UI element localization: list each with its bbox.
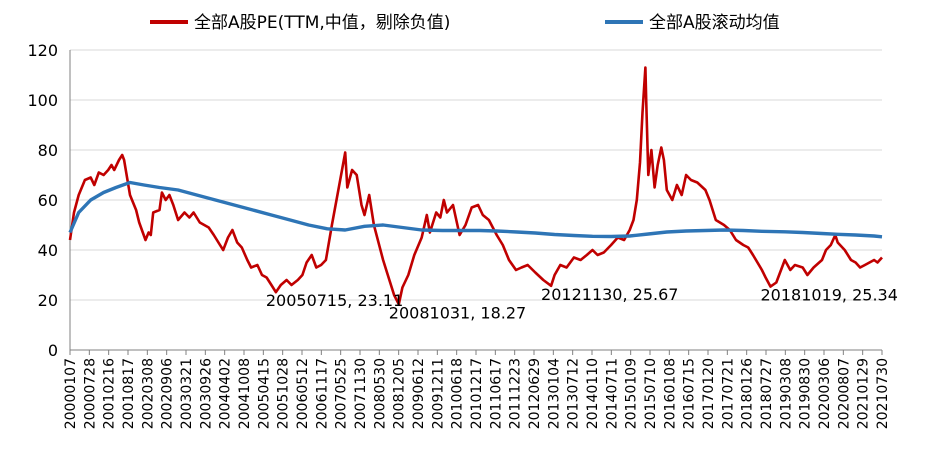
x-tick-label: 20041008 xyxy=(237,358,253,429)
y-tick-label: 20 xyxy=(38,291,58,310)
x-tick-label: 20060512 xyxy=(295,358,311,429)
x-tick-label: 20071130 xyxy=(353,358,369,429)
x-tick-label: 20200807 xyxy=(836,358,852,429)
x-tick-label: 20020308 xyxy=(140,358,156,429)
x-tick-label: 20030926 xyxy=(198,358,214,429)
x-tick-label: 20170120 xyxy=(701,358,717,429)
x-tick-label: 20130712 xyxy=(566,358,582,429)
x-tick-label: 20110617 xyxy=(488,358,504,429)
x-tick-label: 20180727 xyxy=(759,358,775,429)
x-tick-label: 20010216 xyxy=(102,358,118,429)
x-tick-label: 20090612 xyxy=(411,358,427,429)
chart-gridlines xyxy=(70,49,882,301)
legend-label: 全部A股滚动均值 xyxy=(649,13,780,33)
y-tick-label: 120 xyxy=(27,41,58,60)
y-tick-label: 60 xyxy=(38,191,58,210)
chart-legend: 全部A股PE(TTM,中值，剔除负值) 全部A股滚动均值 xyxy=(150,13,780,33)
y-tick-label: 100 xyxy=(27,91,58,110)
x-tick-label: 20061117 xyxy=(314,358,330,429)
x-tick-label: 20170721 xyxy=(720,358,736,429)
x-tick-label: 20180126 xyxy=(740,358,756,429)
x-tick-label: 20091211 xyxy=(430,358,446,429)
rolling-mean-line xyxy=(68,180,883,239)
x-tick-label: 20070525 xyxy=(334,358,350,429)
x-tick-label: 20080530 xyxy=(372,358,388,429)
x-tick-label: 20051028 xyxy=(276,358,292,429)
chart-series xyxy=(68,66,883,306)
x-tick-label: 20101217 xyxy=(469,358,485,429)
annotation-label: 20121130, 25.67 xyxy=(541,285,678,304)
pe-median-line xyxy=(68,66,883,306)
x-axis: 20000107 20000728 20010216 20010817 20020308… xyxy=(63,349,891,429)
x-tick-label: 20140110 xyxy=(585,358,601,429)
x-tick-label: 20030321 xyxy=(179,358,195,429)
annotation-label: 20050715, 23.11 xyxy=(266,291,403,310)
y-tick-label: 0 xyxy=(48,341,58,360)
x-tick-label: 20100618 xyxy=(450,358,466,429)
x-tick-label: 20050415 xyxy=(256,358,272,429)
x-tick-label: 20160715 xyxy=(682,358,698,429)
x-tick-label: 20040402 xyxy=(218,358,234,429)
x-tick-label: 20150710 xyxy=(643,358,659,429)
annotation-label: 20081031, 18.27 xyxy=(389,303,526,322)
x-tick-label: 20130104 xyxy=(546,358,562,429)
x-tick-label: 20210730 xyxy=(875,358,891,429)
x-tick-label: 20010817 xyxy=(121,358,137,429)
x-tick-label: 20140711 xyxy=(604,358,620,429)
annotation-label: 20181019, 25.34 xyxy=(760,286,897,305)
x-tick-label: 20000728 xyxy=(82,358,98,429)
x-tick-label: 20160108 xyxy=(662,358,678,429)
y-axis: 0 20 40 60 80 100 120 xyxy=(27,41,71,360)
legend-label: 全部A股PE(TTM,中值，剔除负值) xyxy=(194,13,450,33)
x-tick-label: 20190308 xyxy=(778,358,794,429)
x-tick-label: 20000107 xyxy=(63,358,79,429)
x-tick-label: 20081205 xyxy=(392,358,408,429)
x-tick-label: 20200306 xyxy=(817,358,833,429)
x-tick-label: 20190830 xyxy=(798,358,814,429)
x-tick-label: 20150109 xyxy=(624,358,640,429)
x-tick-label: 20111223 xyxy=(508,358,524,429)
y-tick-label: 40 xyxy=(38,241,58,260)
y-tick-label: 80 xyxy=(38,141,58,160)
x-tick-label: 20120629 xyxy=(527,358,543,429)
x-tick-label: 20210129 xyxy=(856,358,872,429)
x-tick-label: 20020906 xyxy=(160,358,176,429)
